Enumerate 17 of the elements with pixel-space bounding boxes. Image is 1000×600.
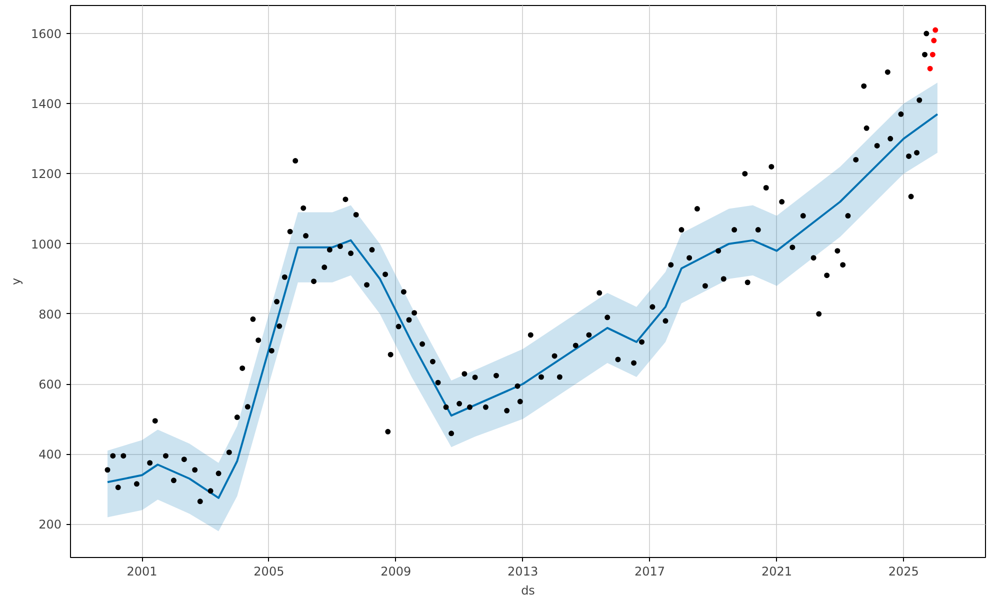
y-tick-label: 600 <box>38 378 62 392</box>
x-tick-label: 2021 <box>761 564 792 578</box>
x-tick-label: 2005 <box>254 564 284 578</box>
y-tick-label: 800 <box>38 307 62 322</box>
y-axis-title: y <box>8 278 23 286</box>
y-tick-label: 1200 <box>30 167 62 182</box>
y-tick-label: 400 <box>38 448 62 462</box>
y-tick-label: 200 <box>38 518 62 532</box>
y-tick-label: 1400 <box>30 97 62 112</box>
y-tick-label: 1600 <box>30 27 62 42</box>
y-tick-label: 1000 <box>30 237 62 252</box>
x-tick-label: 2001 <box>126 564 158 578</box>
x-tick-label: 2009 <box>380 564 412 578</box>
x-axis-title: ds <box>521 584 535 598</box>
x-tick-label: 2025 <box>888 564 919 578</box>
x-tick-label: 2013 <box>508 564 538 578</box>
x-tick-label: 2017 <box>634 564 666 578</box>
